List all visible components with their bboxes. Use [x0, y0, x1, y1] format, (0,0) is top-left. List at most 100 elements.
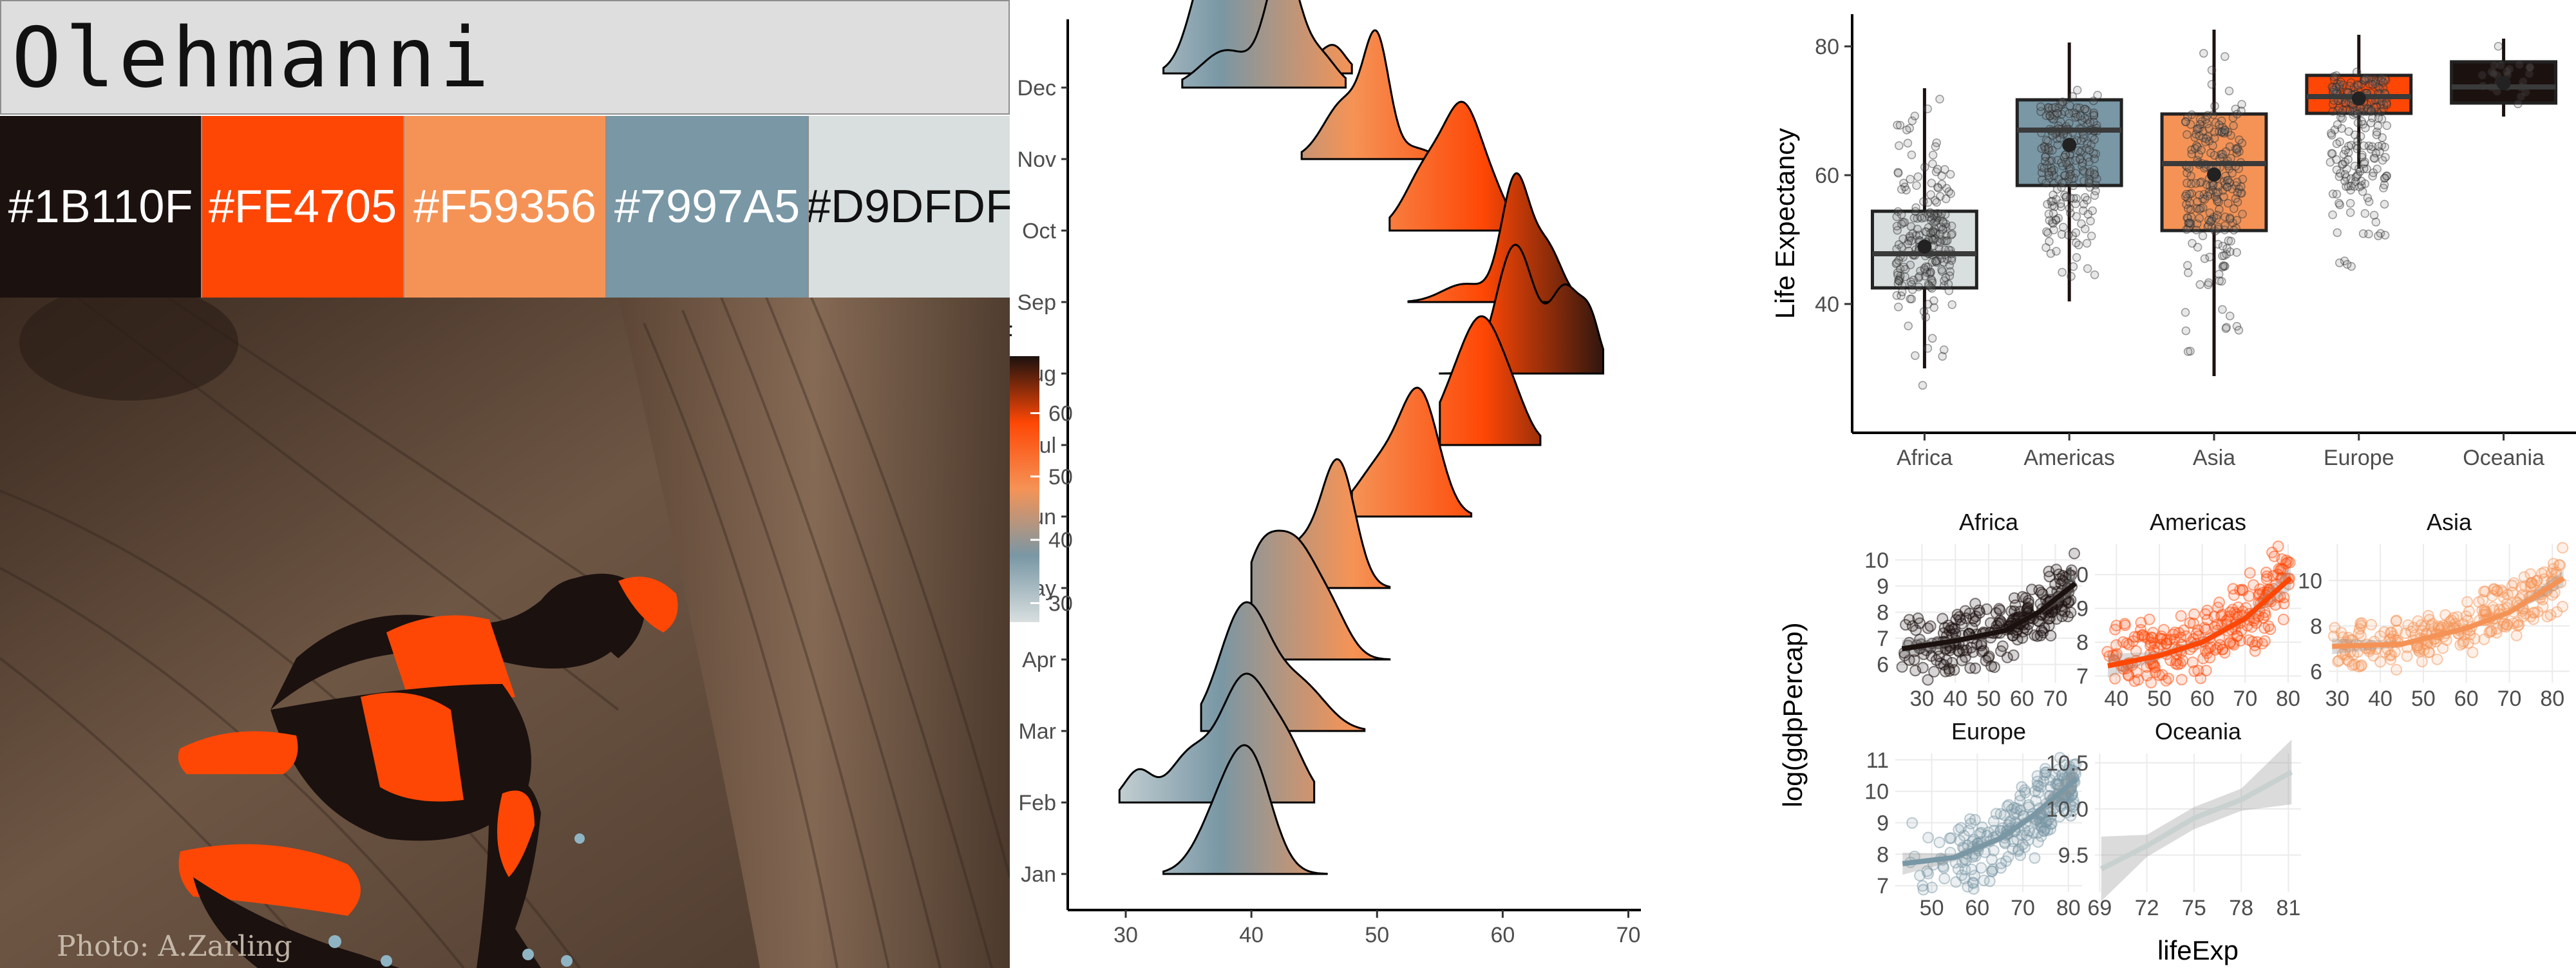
month-label: Nov	[1018, 147, 1056, 172]
box-y-tick-label: 60	[1815, 164, 1839, 188]
facet-x-tick-label: 75	[2182, 896, 2206, 920]
facet-y-tick-label: 10	[2064, 563, 2088, 587]
facet-y-tick-label: 8	[2076, 631, 2088, 655]
ridge-feb	[1118, 672, 1316, 804]
facet-y-tick-label: 10.5	[2046, 751, 2088, 775]
trend-line	[2099, 770, 2293, 871]
ridge-sep	[1407, 172, 1586, 303]
legend-tick-label: 50	[1048, 465, 1073, 489]
facet-x-tick-label: 70	[2011, 896, 2035, 920]
color-swatches: #1B110F #FE4705 #F59356 #7997A5 #D9DFDF	[0, 116, 1010, 298]
temperature-legend: ºF 30 40 50 60	[1010, 321, 1073, 622]
x-tick-label: 30	[1113, 923, 1138, 947]
facet-x-tick-label: 60	[1965, 896, 1989, 920]
month-label: Dec	[1018, 76, 1056, 100]
facet-y-tick-label: 7	[1877, 627, 1889, 651]
facet-y-tick-label: 7	[2076, 665, 2088, 689]
ridge-jul	[1439, 315, 1542, 446]
facet-title: Americas	[2150, 509, 2246, 535]
facet-y-tick-label: 8	[2310, 614, 2322, 639]
facet-y-tick-label: 9	[1877, 811, 1889, 836]
facet-x-tick-label: 80	[2276, 687, 2300, 711]
legend-colorbar	[1010, 356, 1039, 622]
facet-title: Europe	[1951, 718, 2026, 745]
facet-x-tick-label: 30	[1910, 687, 1935, 711]
box-y-axis-label: Life Expectancy	[1770, 128, 1800, 319]
facet-y-tick-label: 6	[2310, 660, 2322, 684]
box-category-label: Americas	[2023, 446, 2115, 470]
facet-y-axis-label: log(gdpPercap)	[1777, 622, 1808, 807]
facet-x-tick-label: 40	[2368, 687, 2392, 711]
facet-oceania: Oceania 69 72 75 78 81 9.5 10.0 10.5	[2046, 718, 2301, 920]
month-label: Mar	[1018, 719, 1056, 744]
facet-x-tick-label: 80	[2540, 687, 2564, 711]
box-category-label: Asia	[2193, 446, 2235, 470]
legend-tick-label: 30	[1048, 592, 1073, 616]
facet-y-tick-label: 11	[1866, 748, 1889, 773]
facet-x-tick-label: 80	[2056, 896, 2081, 920]
month-label: Feb	[1018, 791, 1056, 815]
month-label: Apr	[1022, 648, 1056, 672]
facet-x-tick-label: 70	[2043, 687, 2068, 711]
facet-x-tick-label: 50	[2147, 687, 2172, 711]
photo-credit: Photo: A.Zarling	[57, 930, 292, 963]
swatch-d9dfdf: #D9DFDF	[808, 116, 1010, 298]
box-category-label: Europe	[2324, 446, 2394, 470]
ridgeline-chart: JanFebMarAprMayJunJulAugSepOctNovDec3040…	[1010, 0, 1641, 947]
frog-illustration	[178, 573, 678, 968]
trend-line	[1901, 581, 2078, 652]
month-label: Oct	[1022, 219, 1056, 243]
facet-title: Africa	[1959, 509, 2019, 535]
life-expectancy-boxplot: 40 60 80 Life Expectancy Africa Americas Asia E…	[1770, 14, 2576, 470]
legend-tick-label: 60	[1048, 402, 1073, 426]
x-tick-label: 70	[1616, 923, 1641, 947]
facet-y-tick-label: 7	[1877, 874, 1889, 898]
palette-title-bar: Olehmanni	[0, 0, 1010, 115]
facet-title: Asia	[2427, 509, 2472, 535]
facet-y-tick-label: 9.5	[2058, 844, 2088, 868]
facet-x-tick-label: 50	[1976, 687, 2001, 711]
frog-photo-illustration	[0, 298, 1010, 968]
facet-x-tick-label: 50	[2411, 687, 2436, 711]
trend-line	[2107, 576, 2293, 669]
facet-x-tick-label: 40	[2104, 687, 2128, 711]
facet-x-tick-label: 60	[2010, 687, 2034, 711]
facet-x-tick-label: 78	[2229, 896, 2253, 920]
palette-title: Olehmanni	[12, 10, 493, 106]
facet-x-tick-label: 69	[2087, 896, 2112, 920]
facet-y-tick-label: 10.0	[2046, 797, 2088, 822]
mean-oceania	[2496, 76, 2511, 90]
mean-americas	[2062, 138, 2077, 152]
month-label: Jan	[1021, 862, 1056, 887]
ridge-nov	[1300, 29, 1435, 160]
facet-x-axis-label: lifeExp	[2157, 935, 2239, 965]
mean-europe	[2351, 91, 2366, 106]
facet-x-tick-label: 72	[2135, 896, 2159, 920]
facet-x-tick-label: 81	[2277, 896, 2301, 920]
legend-tick-label: 40	[1048, 528, 1073, 553]
facet-y-tick-label: 8	[1877, 600, 1889, 625]
facet-x-tick-label: 70	[2233, 687, 2257, 711]
facet-y-tick-label: 6	[1877, 653, 1889, 678]
facet-y-tick-label: 9	[1877, 574, 1889, 599]
swatch-7997a5: #7997A5	[605, 116, 808, 298]
facet-asia: Asia 30 40 50 60 70 80 6 8 10	[2298, 509, 2570, 711]
swatch-1b110f: #1B110F	[0, 116, 201, 298]
mean-asia	[2207, 167, 2221, 182]
box-y-tick-label: 40	[1815, 292, 1839, 317]
box-category-label: Oceania	[2463, 446, 2544, 470]
right-charts: 40 60 80 Life Expectancy Africa Americas Asia E…	[1770, 14, 2576, 965]
ridge-dec	[1181, 0, 1347, 89]
box-category-label: Africa	[1897, 446, 1953, 470]
facet-title: Oceania	[2155, 718, 2242, 745]
x-tick-label: 50	[1365, 923, 1389, 947]
ridgeline-densities	[1118, 0, 1604, 875]
facet-x-tick-label: 60	[2190, 687, 2215, 711]
ridge-jan	[1162, 744, 1328, 875]
ridge-apr	[1250, 529, 1391, 661]
facet-x-tick-label: 60	[2454, 687, 2479, 711]
swatch-fe4705: #FE4705	[201, 116, 403, 298]
x-tick-label: 40	[1239, 923, 1264, 947]
facet-y-tick-label: 10	[1864, 548, 1889, 573]
